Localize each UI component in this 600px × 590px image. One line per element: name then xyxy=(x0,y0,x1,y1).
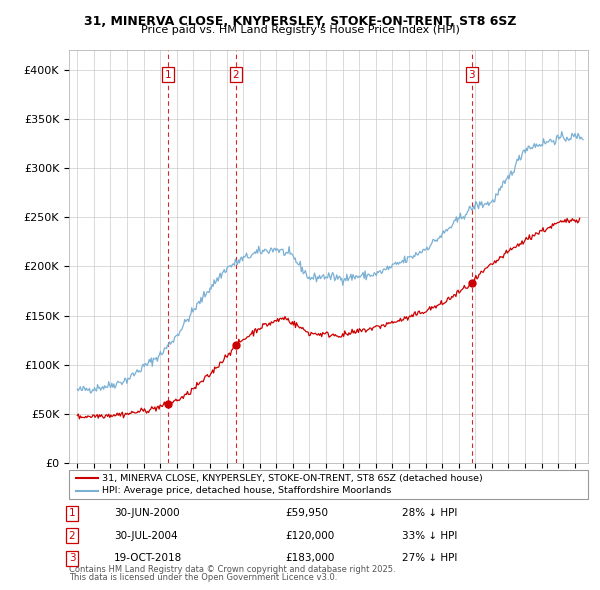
Text: 33% ↓ HPI: 33% ↓ HPI xyxy=(402,531,457,540)
Text: 1: 1 xyxy=(68,509,76,518)
Text: 30-JUN-2000: 30-JUN-2000 xyxy=(114,509,179,518)
Text: 28% ↓ HPI: 28% ↓ HPI xyxy=(402,509,457,518)
Text: This data is licensed under the Open Government Licence v3.0.: This data is licensed under the Open Gov… xyxy=(69,572,337,582)
Text: Contains HM Land Registry data © Crown copyright and database right 2025.: Contains HM Land Registry data © Crown c… xyxy=(69,565,395,574)
Text: 2: 2 xyxy=(233,70,239,80)
Text: 30-JUL-2004: 30-JUL-2004 xyxy=(114,531,178,540)
Text: 31, MINERVA CLOSE, KNYPERSLEY, STOKE-ON-TRENT, ST8 6SZ: 31, MINERVA CLOSE, KNYPERSLEY, STOKE-ON-… xyxy=(84,15,516,28)
Text: 27% ↓ HPI: 27% ↓ HPI xyxy=(402,553,457,563)
Text: £59,950: £59,950 xyxy=(285,509,328,518)
Text: 19-OCT-2018: 19-OCT-2018 xyxy=(114,553,182,563)
Text: 2: 2 xyxy=(68,531,76,540)
Text: 31, MINERVA CLOSE, KNYPERSLEY, STOKE-ON-TRENT, ST8 6SZ (detached house): 31, MINERVA CLOSE, KNYPERSLEY, STOKE-ON-… xyxy=(102,474,483,483)
Text: £120,000: £120,000 xyxy=(285,531,334,540)
Text: Price paid vs. HM Land Registry's House Price Index (HPI): Price paid vs. HM Land Registry's House … xyxy=(140,25,460,35)
Text: £183,000: £183,000 xyxy=(285,553,334,563)
Text: HPI: Average price, detached house, Staffordshire Moorlands: HPI: Average price, detached house, Staf… xyxy=(102,486,391,495)
Text: 3: 3 xyxy=(68,553,76,563)
Text: 3: 3 xyxy=(469,70,475,80)
Text: 1: 1 xyxy=(165,70,172,80)
